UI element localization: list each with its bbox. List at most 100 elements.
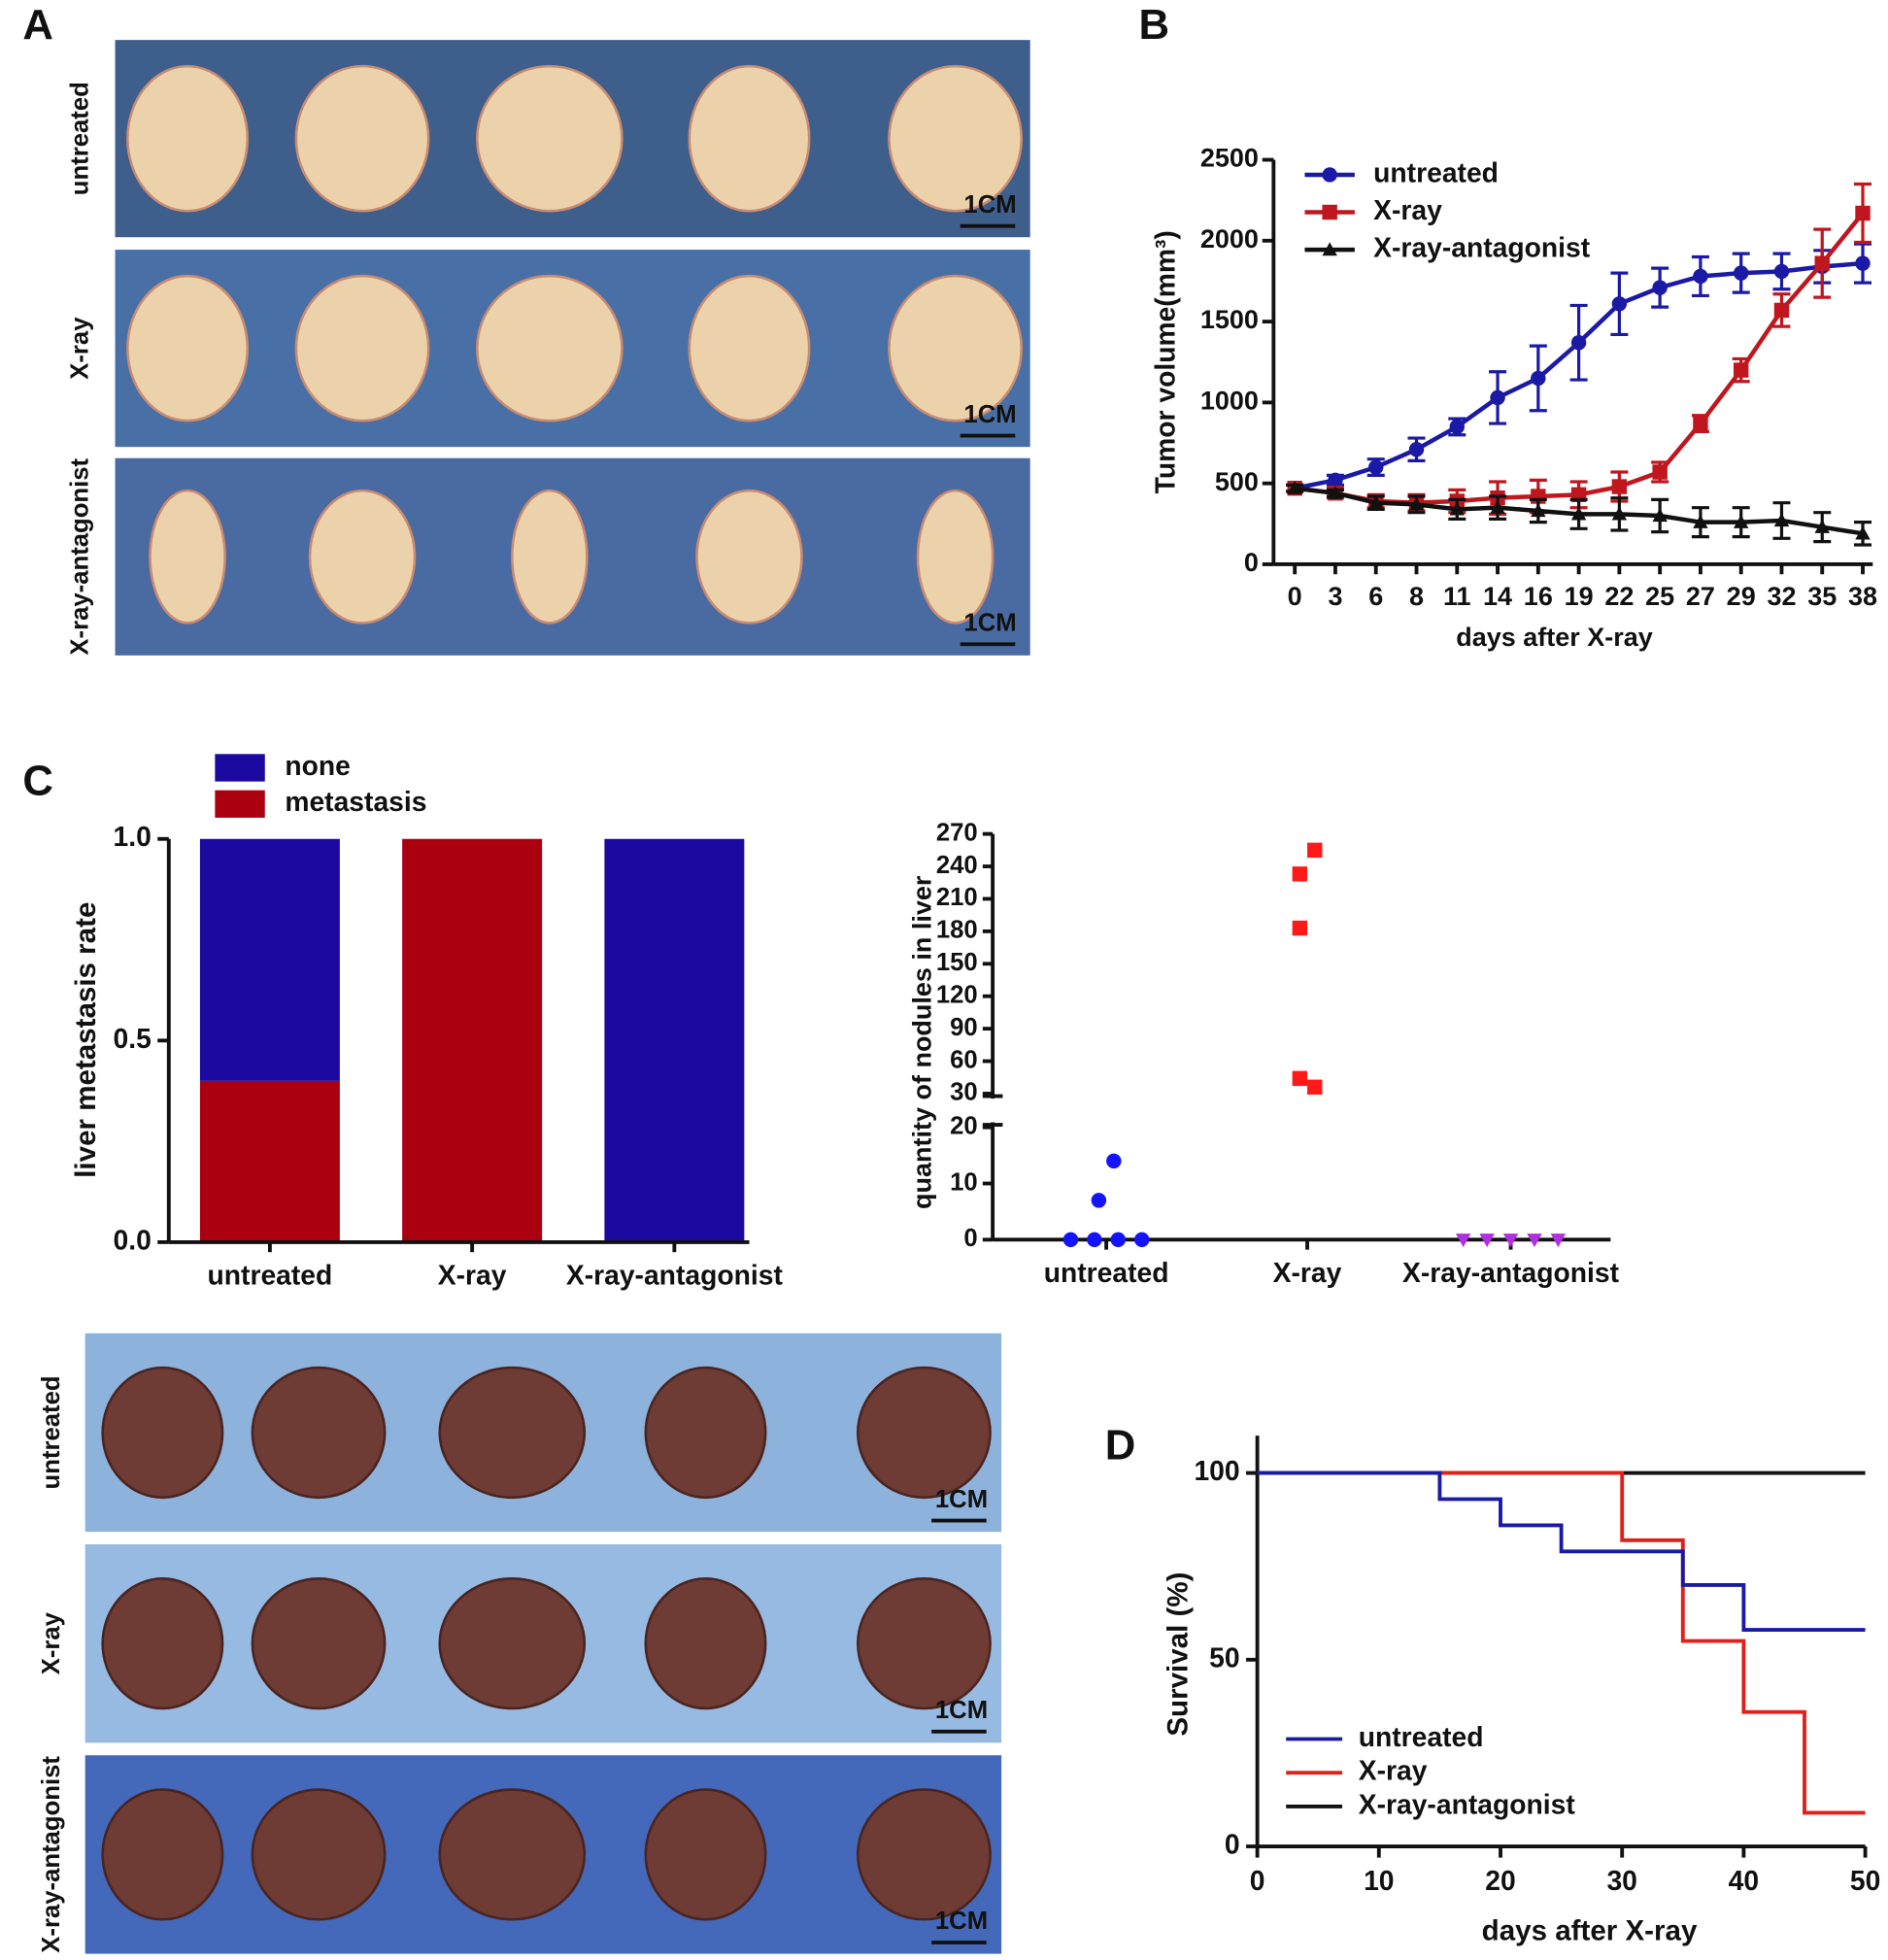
x-tick-label: 0	[1250, 1865, 1265, 1896]
survival-curve	[1257, 1470, 1866, 1632]
specimen	[857, 1788, 992, 1921]
y-tick-label: 20	[950, 1112, 978, 1139]
point	[1408, 496, 1425, 511]
x-tick-label: 25	[1645, 582, 1674, 611]
point	[1307, 842, 1323, 859]
point	[1652, 508, 1668, 523]
x-tick-label: 22	[1604, 582, 1634, 611]
x-tick-label: X-ray	[1273, 1257, 1342, 1288]
legend-label: X-ray-antagonist	[1359, 1788, 1576, 1819]
point	[1570, 506, 1587, 521]
point	[1287, 480, 1302, 494]
point	[1527, 1233, 1542, 1248]
specimen	[475, 274, 624, 422]
specimen	[126, 274, 250, 422]
point	[1693, 514, 1708, 528]
y-tick-label: 10	[950, 1168, 978, 1196]
point	[1449, 419, 1465, 435]
point	[1087, 1232, 1102, 1248]
x-tick-label: untreated	[208, 1259, 333, 1290]
scale-bar-label: 1CM	[935, 1908, 988, 1935]
legend-marker	[1322, 167, 1337, 183]
y-tick-label: 0	[1244, 548, 1259, 577]
y-tick-label: 180	[936, 917, 978, 944]
scale-bar-label: 1CM	[963, 609, 1016, 636]
point	[1490, 499, 1505, 514]
specimen	[149, 489, 226, 625]
bar-segment	[199, 1080, 340, 1242]
specimen	[308, 489, 417, 625]
point	[1490, 389, 1505, 406]
y-tick-label: 240	[936, 852, 978, 879]
legend-label: untreated	[1359, 1721, 1484, 1752]
legend-label: untreated	[1373, 156, 1499, 187]
y-tick-label: 0	[1225, 1829, 1240, 1860]
panel-label: D	[1105, 1422, 1136, 1470]
specimen	[251, 1577, 387, 1710]
point	[1733, 362, 1749, 378]
specimen	[101, 1366, 224, 1500]
x-tick-label: 50	[1850, 1865, 1880, 1896]
point	[1733, 514, 1749, 528]
panel-label: A	[22, 1, 53, 49]
x-tick-label: 20	[1485, 1865, 1515, 1896]
point	[1292, 920, 1308, 936]
point	[1455, 1233, 1471, 1248]
x-tick-label: 27	[1686, 582, 1715, 611]
specimen	[695, 489, 803, 625]
y-axis-label: quantity of nodules in liver	[908, 875, 937, 1209]
bar-segment	[604, 838, 745, 1242]
point	[1855, 255, 1871, 271]
x-tick-label: 10	[1364, 1865, 1394, 1896]
specimen	[916, 489, 995, 625]
y-tick-label: 0.0	[114, 1224, 152, 1255]
specimen	[438, 1366, 587, 1500]
specimen	[644, 1577, 767, 1710]
point	[1773, 513, 1790, 527]
survival-curve	[1257, 1470, 1866, 1815]
specimen	[688, 274, 811, 422]
x-tick-label: X-ray-antagonist	[566, 1259, 784, 1290]
y-tick-label: 0.5	[114, 1023, 152, 1054]
point	[1693, 268, 1708, 285]
y-tick-label: 100	[1194, 1455, 1239, 1486]
specimen	[438, 1788, 587, 1921]
point	[1368, 494, 1384, 509]
point	[1652, 464, 1668, 480]
point	[1091, 1193, 1107, 1208]
row-label: untreated	[38, 1375, 65, 1489]
y-tick-label: 90	[950, 1014, 978, 1041]
point	[1773, 302, 1790, 319]
scale-bar-label: 1CM	[935, 1697, 988, 1724]
legend-marker	[1322, 242, 1337, 256]
legend-swatch	[215, 790, 265, 818]
legend-swatch	[215, 754, 265, 782]
specimen	[294, 64, 430, 213]
y-tick-label: 30	[950, 1079, 978, 1106]
point	[1814, 519, 1830, 533]
specimen	[688, 64, 811, 213]
row-label: X-ray	[67, 317, 94, 380]
y-tick-label: 120	[936, 981, 978, 1008]
point	[1328, 485, 1343, 499]
x-tick-label: 6	[1368, 582, 1383, 611]
y-tick-label: 1000	[1200, 387, 1259, 416]
scale-bar-label: 1CM	[935, 1486, 988, 1513]
point	[1307, 1079, 1323, 1095]
specimen	[251, 1788, 387, 1921]
x-tick-label: 29	[1727, 582, 1756, 611]
point	[1652, 280, 1668, 295]
point	[1611, 479, 1628, 494]
y-tick-label: 2500	[1200, 144, 1259, 173]
point	[1292, 866, 1308, 882]
y-tick-label: 270	[936, 819, 978, 846]
specimen	[126, 64, 250, 213]
y-tick-label: 60	[950, 1046, 978, 1073]
y-tick-label: 1500	[1200, 305, 1259, 334]
scale-bar-label: 1CM	[963, 191, 1016, 219]
y-tick-label: 1.0	[114, 821, 152, 852]
specimen	[644, 1788, 767, 1921]
x-tick-label: 40	[1729, 1865, 1759, 1896]
point	[1693, 416, 1708, 431]
